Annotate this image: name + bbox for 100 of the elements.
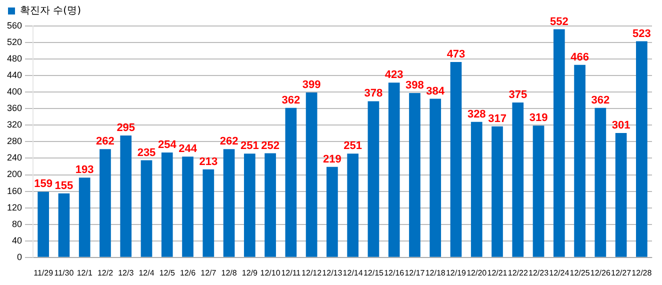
data-label: 399 xyxy=(302,79,321,92)
bar xyxy=(78,178,90,257)
x-tick-label: 12/27 xyxy=(611,268,632,278)
x-tick-label: 12/11 xyxy=(281,268,302,278)
bar xyxy=(182,156,194,257)
x-tick-label: 12/12 xyxy=(302,268,322,278)
bar xyxy=(594,108,606,257)
y-tick-label: 0 xyxy=(17,252,22,262)
bar xyxy=(470,122,482,257)
data-label: 375 xyxy=(508,88,528,101)
x-tick-label: 12/24 xyxy=(549,268,570,278)
bar xyxy=(388,82,400,257)
legend-label: 확진자 수(명) xyxy=(20,6,82,17)
y-tick-label: 360 xyxy=(6,103,22,114)
bar xyxy=(244,154,256,257)
x-tick-label: 12/18 xyxy=(425,268,446,278)
data-label: 159 xyxy=(34,178,53,190)
x-tick-label: 12/28 xyxy=(632,268,652,278)
data-label: 466 xyxy=(570,51,589,64)
bar xyxy=(368,101,380,257)
data-label: 301 xyxy=(612,120,630,132)
x-tick-label: 12/4 xyxy=(138,268,155,278)
x-tick-label: 11/30 xyxy=(54,268,74,278)
data-label: 244 xyxy=(178,143,198,156)
data-label: 384 xyxy=(426,85,446,98)
data-label: 262 xyxy=(96,136,114,148)
x-tick-label: 12/20 xyxy=(466,268,488,278)
x-tick-label: 12/7 xyxy=(200,268,217,278)
y-tick-label: 80 xyxy=(12,218,22,229)
y-tick-label: 400 xyxy=(6,86,22,97)
data-label: 251 xyxy=(240,140,259,152)
y-tick-label: 40 xyxy=(12,235,22,246)
data-label: 362 xyxy=(591,94,610,106)
x-tick-label: 12/22 xyxy=(508,268,528,278)
bar xyxy=(512,102,524,257)
x-tick-label: 12/21 xyxy=(487,268,508,278)
bar xyxy=(430,98,442,257)
bar xyxy=(285,108,297,257)
bar xyxy=(450,62,462,257)
y-tick-label: 160 xyxy=(6,186,22,196)
bar xyxy=(120,136,132,257)
x-tick-label: 12/1 xyxy=(76,268,93,278)
bar xyxy=(140,160,152,257)
x-tick-label: 12/26 xyxy=(590,268,611,278)
x-tick-label: 12/5 xyxy=(159,268,176,278)
data-label: 155 xyxy=(54,180,74,192)
bar xyxy=(347,154,358,257)
data-label: 328 xyxy=(467,108,486,120)
bar xyxy=(161,152,173,257)
x-tick-label: 12/17 xyxy=(404,268,426,278)
y-tick-label: 480 xyxy=(6,54,22,64)
x-tick-label: 12/6 xyxy=(180,268,196,278)
bar xyxy=(38,192,50,257)
y-tick-label: 440 xyxy=(6,70,22,80)
data-label: 262 xyxy=(220,136,238,148)
bar xyxy=(636,41,648,257)
bar xyxy=(58,193,70,257)
data-label: 251 xyxy=(344,140,362,152)
bar xyxy=(223,149,235,257)
data-label: 362 xyxy=(282,94,300,106)
y-tick-label: 120 xyxy=(6,202,22,212)
x-tick-label: 12/9 xyxy=(242,268,258,278)
data-label: 213 xyxy=(199,156,218,168)
data-label: 235 xyxy=(137,146,156,159)
x-tick-label: 12/15 xyxy=(363,268,384,278)
bar xyxy=(306,92,318,257)
y-tick-label: 240 xyxy=(6,152,22,163)
data-label: 523 xyxy=(632,28,651,40)
bar xyxy=(409,92,420,257)
data-label: 252 xyxy=(261,140,280,152)
bar xyxy=(574,64,586,257)
data-label: 473 xyxy=(446,48,466,60)
x-tick-label: 12/13 xyxy=(322,268,343,278)
y-tick-label: 200 xyxy=(6,169,22,180)
x-tick-label: 12/16 xyxy=(384,268,405,278)
x-tick-label: 12/10 xyxy=(260,268,281,278)
bar xyxy=(532,126,544,257)
data-label: 319 xyxy=(529,112,548,124)
data-label: 193 xyxy=(75,164,94,176)
bar xyxy=(553,29,565,257)
x-tick-label: 12/2 xyxy=(97,268,114,278)
y-tick-label: 560 xyxy=(6,20,22,30)
bar xyxy=(100,149,111,257)
x-tick-label: 11/29 xyxy=(34,268,54,278)
x-tick-label: 12/14 xyxy=(342,268,364,278)
x-tick-label: 12/8 xyxy=(221,268,238,278)
data-label: 378 xyxy=(364,88,383,100)
data-label: 398 xyxy=(406,79,424,92)
data-label: 423 xyxy=(384,69,404,82)
bar xyxy=(202,169,214,257)
data-label: 295 xyxy=(116,122,136,134)
bar xyxy=(492,126,503,257)
data-label: 317 xyxy=(488,112,506,125)
x-tick-label: 12/3 xyxy=(118,268,134,278)
x-tick-label: 12/19 xyxy=(446,268,467,278)
y-tick-label: 520 xyxy=(6,37,22,48)
x-tick-label: 12/25 xyxy=(570,268,590,278)
y-tick-label: 320 xyxy=(6,120,22,130)
x-tick-label: 12/23 xyxy=(528,268,550,278)
bar xyxy=(264,153,276,257)
